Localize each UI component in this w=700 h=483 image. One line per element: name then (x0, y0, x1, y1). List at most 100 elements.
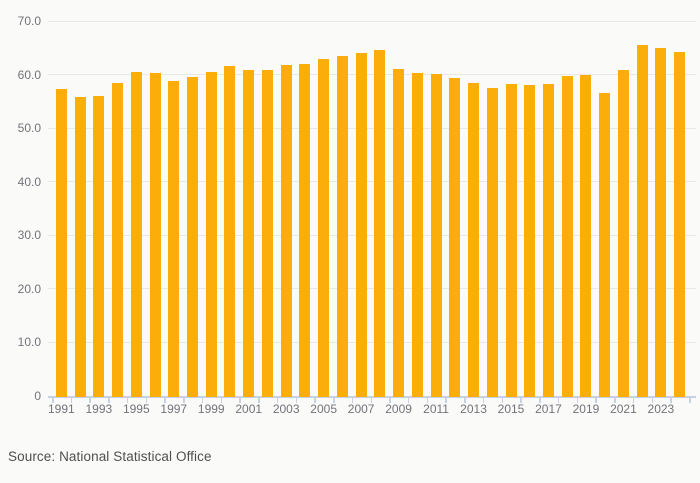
x-axis-label: 1999 (197, 402, 225, 416)
bar-2007 (355, 52, 367, 397)
axis-tick (333, 396, 335, 403)
bar-2024 (674, 51, 686, 397)
axis-tick (258, 396, 260, 403)
axis-tick (482, 396, 485, 403)
bar-2021 (617, 70, 629, 397)
source-text: Source: National Statistical Office (8, 449, 212, 464)
bar-2018 (561, 76, 573, 397)
x-axis-line (48, 396, 696, 398)
gridline (48, 181, 696, 183)
axis-tick (426, 396, 429, 403)
y-axis-label: 30.0 (17, 228, 41, 243)
axis-tick (389, 396, 391, 403)
x-axis-label: 2007 (347, 402, 375, 416)
axis-tick (314, 396, 316, 403)
x-axis-label: 2017 (535, 402, 562, 416)
y-axis-label: 50.0 (17, 121, 41, 136)
y-axis-label: 20.0 (17, 281, 41, 296)
bar-2016 (524, 85, 536, 397)
bar-2002 (261, 70, 273, 397)
bar-1993 (93, 96, 105, 397)
x-axis-label: 2023 (647, 402, 675, 416)
axis-tick (445, 396, 447, 403)
y-axis-label: 60.0 (17, 67, 41, 82)
gridline (48, 127, 696, 129)
x-axis-label: 2021 (610, 402, 637, 416)
bar-2004 (299, 63, 311, 397)
bar-2023 (655, 47, 667, 397)
gridline (48, 341, 696, 343)
bar-chart-plot: 0 10.0 20.0 30.0 40.0 50.0 60.0 70.0 1991 1993 199… (17, 14, 696, 416)
axis-tick (295, 396, 298, 403)
x-axis-label: 1991 (48, 402, 75, 416)
bar-2012 (449, 77, 461, 397)
gridline (48, 234, 696, 236)
axis-tick (614, 396, 616, 403)
x-axis-label: 1997 (160, 402, 188, 416)
axis-tick (220, 396, 223, 403)
x-axis-label: 1993 (85, 402, 113, 416)
axis-tick (183, 396, 185, 403)
axis-tick (52, 396, 54, 403)
axis-tick (126, 396, 129, 403)
x-axis-label: 2003 (272, 402, 300, 416)
y-axis-label: 70.0 (17, 14, 41, 28)
axis-tick (595, 396, 597, 403)
bar-2009 (393, 68, 405, 397)
axis-tick (351, 396, 354, 403)
axis-tick (689, 396, 691, 403)
axis-tick (164, 396, 166, 403)
bar-2014 (486, 87, 498, 397)
bar-1995 (130, 71, 142, 397)
bar-2017 (542, 84, 554, 397)
gridline (48, 20, 696, 22)
axis-tick (557, 396, 560, 403)
x-axis-label: 2019 (572, 402, 600, 416)
bar-2020 (599, 92, 611, 397)
axis-tick (239, 396, 241, 403)
bar-1999 (205, 71, 217, 397)
axis-tick (464, 396, 466, 403)
y-axis-label: 10.0 (17, 335, 41, 350)
x-axis-label: 2001 (235, 402, 263, 416)
axis-tick (407, 396, 410, 403)
bar-2015 (505, 84, 517, 397)
y-axis-label: 40.0 (17, 174, 41, 189)
bar-2008 (374, 49, 386, 397)
axis-tick (370, 396, 372, 403)
bar-2000 (224, 66, 236, 397)
bar-2011 (430, 74, 442, 397)
axis-tick (89, 396, 91, 403)
x-axis-label: 2011 (423, 402, 449, 416)
gridline (48, 288, 696, 290)
axis-tick (501, 396, 504, 403)
bar-2019 (580, 74, 592, 397)
axis-tick (108, 396, 110, 403)
axis-tick (670, 396, 672, 403)
x-axis-label: 2015 (497, 402, 525, 416)
bar-1997 (168, 81, 180, 397)
bar-2003 (280, 65, 292, 397)
axis-tick (651, 396, 654, 403)
axis-tick (276, 396, 279, 403)
bar-1996 (149, 72, 161, 397)
bar-2006 (336, 56, 348, 397)
bar-2013 (468, 82, 480, 397)
axis-tick (70, 396, 73, 403)
bar-1998 (187, 76, 198, 397)
gridline (48, 74, 696, 76)
x-axis-label: 1995 (122, 402, 150, 416)
x-axis-label: 2013 (460, 402, 487, 416)
y-axis-label: 0 (34, 389, 41, 403)
axis-tick (539, 396, 541, 403)
bar-2022 (636, 45, 648, 397)
axis-tick (520, 396, 522, 403)
axis-tick (201, 396, 204, 403)
x-axis-label: 2005 (310, 402, 337, 416)
bar-2005 (318, 58, 330, 397)
axis-tick (576, 396, 579, 403)
axis-tick (632, 396, 635, 403)
bar-1991 (55, 88, 67, 397)
bar-2001 (243, 69, 255, 397)
